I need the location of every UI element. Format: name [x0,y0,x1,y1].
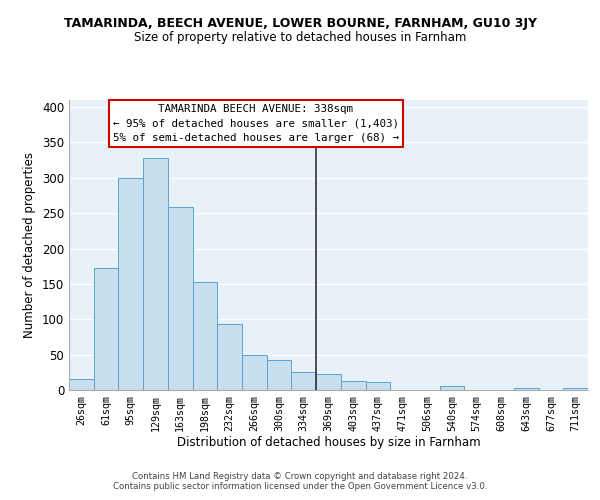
Bar [242,356,267,390]
Text: Contains HM Land Registry data © Crown copyright and database right 2024.: Contains HM Land Registry data © Crown c… [132,472,468,481]
Bar [217,324,242,390]
Bar [440,386,464,390]
Bar [267,360,292,390]
Bar [292,372,316,390]
Text: TAMARINDA BEECH AVENUE: 338sqm
← 95% of detached houses are smaller (1,403)
5% o: TAMARINDA BEECH AVENUE: 338sqm ← 95% of … [113,104,399,143]
Bar [514,388,539,390]
Y-axis label: Number of detached properties: Number of detached properties [23,152,37,338]
Bar [143,158,168,390]
Bar [365,382,390,390]
Text: Contains public sector information licensed under the Open Government Licence v3: Contains public sector information licen… [113,482,487,491]
Bar [563,388,588,390]
Bar [193,282,217,390]
Bar [341,381,365,390]
Text: Size of property relative to detached houses in Farnham: Size of property relative to detached ho… [134,31,466,44]
Bar [316,374,341,390]
Bar [69,380,94,390]
Text: TAMARINDA, BEECH AVENUE, LOWER BOURNE, FARNHAM, GU10 3JY: TAMARINDA, BEECH AVENUE, LOWER BOURNE, F… [64,18,536,30]
Bar [94,268,118,390]
Bar [168,207,193,390]
Bar [118,178,143,390]
X-axis label: Distribution of detached houses by size in Farnham: Distribution of detached houses by size … [176,436,481,450]
